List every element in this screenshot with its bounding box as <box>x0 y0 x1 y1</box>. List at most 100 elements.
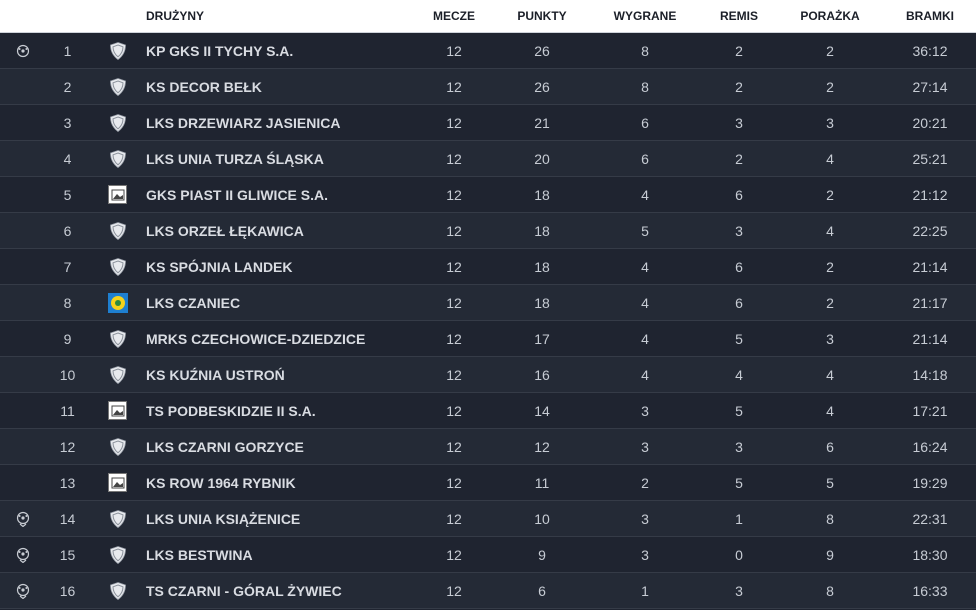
row-team-name[interactable]: TS CZARNI - GÓRAL ŻYWIEC <box>146 582 342 599</box>
row-losses: 8 <box>826 582 834 599</box>
row-goals: 27:14 <box>912 78 948 95</box>
row-crest <box>90 41 145 61</box>
row-goals: 22:25 <box>912 222 948 239</box>
row-points: 11 <box>534 474 550 491</box>
row-crest <box>90 437 145 457</box>
row-points: 6 <box>538 582 546 599</box>
club-shield-icon <box>108 365 128 385</box>
row-position: 9 <box>63 330 72 347</box>
row-team-name[interactable]: KP GKS II TYCHY S.A. <box>146 42 294 59</box>
row-goals: 22:31 <box>912 510 948 527</box>
row-draws: 6 <box>735 294 743 311</box>
row-position: 2 <box>63 78 72 95</box>
row-position: 5 <box>63 186 72 203</box>
row-crest <box>90 257 145 277</box>
row-crest <box>90 509 145 529</box>
row-position: 11 <box>60 402 75 419</box>
header-draws: REMIS <box>719 9 758 23</box>
table-row[interactable]: 11 TS PODBESKIDZIE II S.A. 12 14 3 5 4 1… <box>0 393 976 429</box>
row-played: 12 <box>446 582 462 599</box>
row-goals: 21:14 <box>912 258 948 275</box>
table-header: DRUŻYNY MECZE PUNKTY WYGRANE REMIS PORAŻ… <box>0 0 976 33</box>
row-played: 12 <box>446 114 462 131</box>
header-team: DRUŻYNY <box>146 9 205 23</box>
row-position: 7 <box>63 258 72 275</box>
row-draws: 5 <box>735 402 743 419</box>
table-row[interactable]: 14 LKS UNIA KSIĄŻENICE 12 10 3 1 8 22:31 <box>0 501 976 537</box>
row-points: 18 <box>534 258 550 275</box>
row-draws: 3 <box>735 438 743 455</box>
table-row[interactable]: 1 KP GKS II TYCHY S.A. 12 26 8 2 2 36:12 <box>0 33 976 69</box>
table-row[interactable]: 4 LKS UNIA TURZA ŚLĄSKA 12 20 6 2 4 25:2… <box>0 141 976 177</box>
row-losses: 2 <box>826 258 834 275</box>
row-team-name[interactable]: KS DECOR BEŁK <box>146 78 262 95</box>
row-crest <box>90 113 145 133</box>
row-position: 12 <box>59 438 76 455</box>
relegation-ball-icon <box>15 511 31 527</box>
row-team-name[interactable]: LKS UNIA TURZA ŚLĄSKA <box>146 150 324 167</box>
club-shield-icon <box>108 221 128 241</box>
row-goals: 25:21 <box>912 150 948 167</box>
row-team-name[interactable]: LKS ORZEŁ ŁĘKAWICA <box>146 222 304 239</box>
row-losses: 2 <box>826 294 834 311</box>
row-team-name[interactable]: LKS CZARNI GORZYCE <box>146 438 304 455</box>
row-draws: 3 <box>735 222 743 239</box>
table-row[interactable]: 6 LKS ORZEŁ ŁĘKAWICA 12 18 5 3 4 22:25 <box>0 213 976 249</box>
row-points: 26 <box>534 78 550 95</box>
row-position: 8 <box>63 294 72 311</box>
row-draws: 1 <box>735 510 743 527</box>
row-crest <box>90 329 145 349</box>
row-losses: 4 <box>826 366 834 383</box>
table-row[interactable]: 2 KS DECOR BEŁK 12 26 8 2 2 27:14 <box>0 69 976 105</box>
row-draws: 6 <box>735 258 743 275</box>
row-goals: 21:17 <box>912 294 948 311</box>
row-wins: 4 <box>641 330 649 347</box>
row-losses: 4 <box>826 402 834 419</box>
row-position: 4 <box>63 150 72 167</box>
row-team-name[interactable]: MRKS CZECHOWICE-DZIEDZICE <box>146 330 366 347</box>
row-crest <box>90 545 145 565</box>
row-goals: 18:30 <box>912 546 948 563</box>
row-played: 12 <box>446 510 462 527</box>
row-team-name[interactable]: LKS CZANIEC <box>146 294 241 311</box>
club-shield-icon <box>108 581 128 601</box>
row-team-name[interactable]: LKS BESTWINA <box>146 546 253 563</box>
table-row[interactable]: 10 KS KUŹNIA USTROŃ 12 16 4 4 4 14:18 <box>0 357 976 393</box>
row-goals: 19:29 <box>912 474 948 491</box>
row-losses: 4 <box>826 150 834 167</box>
row-team-name[interactable]: TS PODBESKIDZIE II S.A. <box>146 402 316 419</box>
row-points: 16 <box>534 366 550 383</box>
row-team-name[interactable]: KS ROW 1964 RYBNIK <box>146 474 296 491</box>
row-played: 12 <box>446 366 462 383</box>
row-wins: 3 <box>641 438 649 455</box>
table-row[interactable]: 7 KS SPÓJNIA LANDEK 12 18 4 6 2 21:14 <box>0 249 976 285</box>
row-wins: 8 <box>641 78 649 95</box>
row-points: 17 <box>534 330 550 347</box>
row-team-name[interactable]: KS KUŹNIA USTROŃ <box>146 366 285 383</box>
table-row[interactable]: 16 TS CZARNI - GÓRAL ŻYWIEC 12 6 1 3 8 1… <box>0 573 976 609</box>
row-team-name[interactable]: LKS UNIA KSIĄŻENICE <box>146 510 301 527</box>
row-played: 12 <box>446 186 462 203</box>
row-wins: 4 <box>641 294 649 311</box>
row-team-name[interactable]: LKS DRZEWIARZ JASIENICA <box>146 114 341 131</box>
row-position: 13 <box>59 474 76 491</box>
table-row[interactable]: 5 GKS PIAST II GLIWICE S.A. 12 18 4 6 2 … <box>0 177 976 213</box>
row-losses: 2 <box>826 78 834 95</box>
table-row[interactable]: 9 MRKS CZECHOWICE-DZIEDZICE 12 17 4 5 3 … <box>0 321 976 357</box>
row-team-name[interactable]: KS SPÓJNIA LANDEK <box>146 258 293 275</box>
table-row[interactable]: 8 LKS CZANIEC 12 18 4 6 2 21:17 <box>0 285 976 321</box>
row-draws: 3 <box>735 114 743 131</box>
club-shield-icon <box>108 41 128 61</box>
club-logo-image-icon <box>108 185 127 204</box>
table-row[interactable]: 15 LKS BESTWINA 12 9 3 0 9 18:30 <box>0 537 976 573</box>
table-row[interactable]: 12 LKS CZARNI GORZYCE 12 12 3 3 6 16:24 <box>0 429 976 465</box>
club-shield-icon <box>108 257 128 277</box>
table-row[interactable]: 13 KS ROW 1964 RYBNIK 12 11 2 5 5 19:29 <box>0 465 976 501</box>
row-wins: 3 <box>641 510 649 527</box>
club-shield-icon <box>108 149 128 169</box>
row-position: 1 <box>63 42 72 59</box>
table-row[interactable]: 3 LKS DRZEWIARZ JASIENICA 12 21 6 3 3 20… <box>0 105 976 141</box>
row-team-name[interactable]: GKS PIAST II GLIWICE S.A. <box>146 186 329 203</box>
row-draws: 2 <box>735 42 743 59</box>
